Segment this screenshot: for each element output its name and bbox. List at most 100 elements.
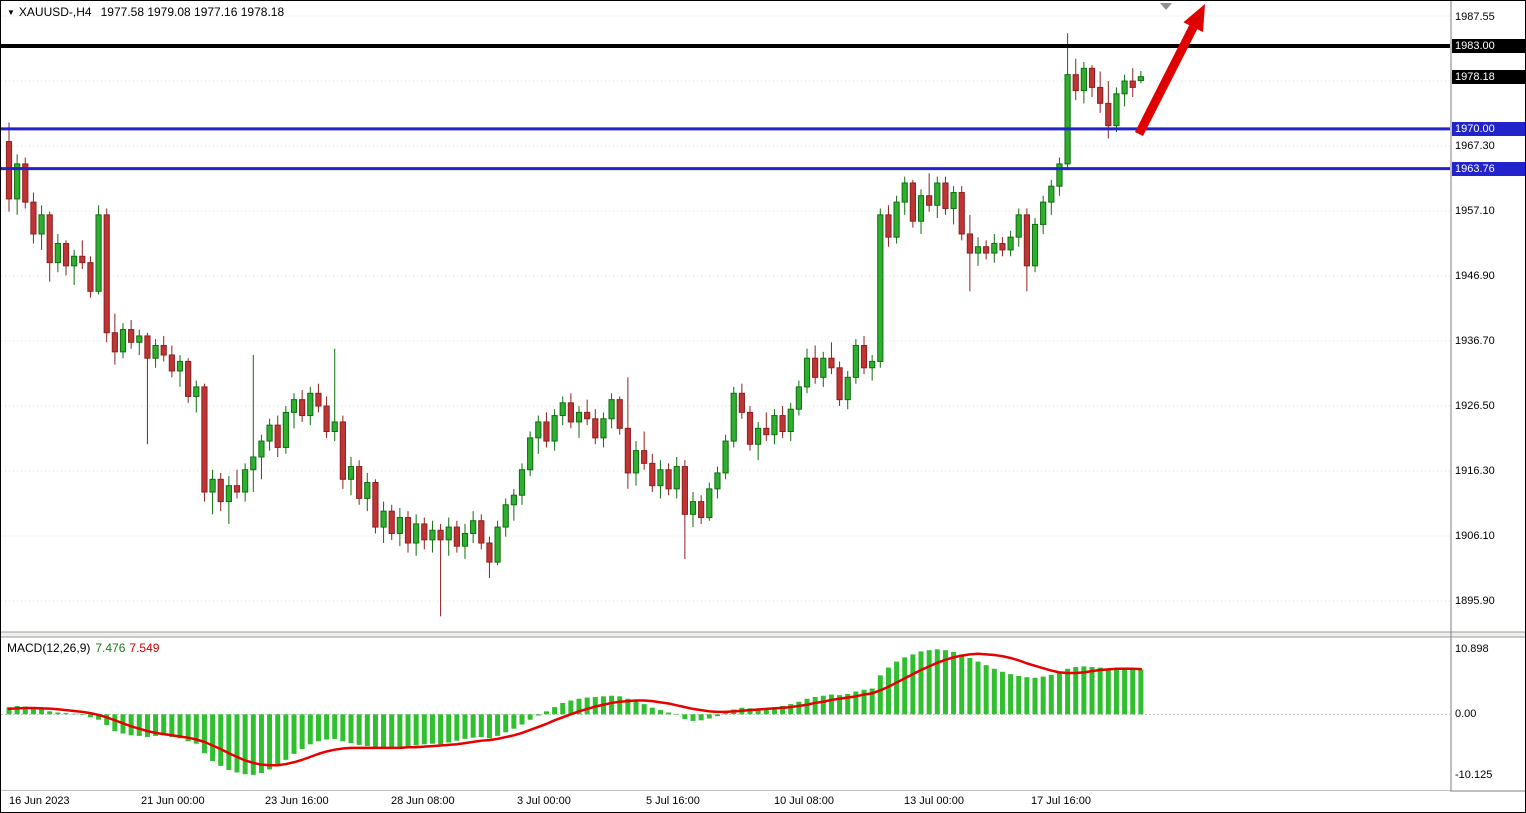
- candle-body: [168, 354, 175, 372]
- price-axis-label: 1983.00: [1452, 39, 1525, 53]
- candle-body: [844, 376, 851, 401]
- candle-body: [828, 357, 835, 369]
- candle-body: [323, 405, 330, 433]
- candle-body: [225, 485, 232, 503]
- candle-body: [413, 523, 420, 544]
- macd-indicator-label: MACD(12,26,9) 7.476 7.549: [7, 641, 159, 655]
- candle-body: [787, 408, 794, 433]
- price-axis-label: 1936.70: [1455, 335, 1495, 347]
- candle-body: [38, 214, 45, 235]
- price-axis-label: 1906.10: [1455, 530, 1495, 542]
- candle-body: [722, 440, 729, 474]
- candle-body: [87, 262, 94, 292]
- price-axis-label: 1970.00: [1452, 122, 1525, 136]
- candle-body: [201, 386, 208, 493]
- candle-body: [893, 201, 900, 238]
- candle-body: [1097, 86, 1104, 104]
- candle-body: [62, 243, 70, 267]
- trend-arrow-annotation[interactable]: [1134, 4, 1205, 137]
- chart-shift-marker[interactable]: [1160, 3, 1172, 10]
- candle-body: [331, 421, 338, 433]
- candle-body: [453, 526, 460, 547]
- candle-body: [901, 182, 908, 203]
- candle-body: [1072, 74, 1079, 92]
- candle-body: [649, 462, 656, 487]
- price-gridlines: [1, 15, 1450, 602]
- candle-body: [176, 360, 184, 372]
- price-axis-label: 1978.18: [1452, 70, 1525, 84]
- candle-body: [233, 485, 241, 493]
- price-axis-label: 1967.30: [1455, 140, 1495, 152]
- candle-body: [136, 335, 143, 343]
- arrow-head: [1183, 4, 1205, 33]
- candle-body: [185, 360, 192, 397]
- candle-body: [1129, 80, 1136, 88]
- candle-body: [266, 424, 273, 442]
- candle-body: [527, 437, 534, 471]
- candle-body: [46, 214, 53, 264]
- panel-frames: [1, 1, 1525, 792]
- candle-body: [95, 214, 102, 292]
- candle-body: [494, 526, 501, 563]
- candle-body: [470, 520, 477, 534]
- candle-body: [1088, 67, 1096, 88]
- price-axis-label: 1987.55: [1455, 11, 1495, 23]
- candle-body: [5, 141, 13, 200]
- candle-body: [486, 542, 493, 563]
- price-axis-label: 1895.90: [1455, 595, 1495, 607]
- candle-body: [991, 243, 998, 254]
- candle-body: [396, 517, 403, 534]
- candle-body: [836, 367, 843, 401]
- price-axis-label: 1963.76: [1452, 162, 1525, 176]
- candle-body: [559, 402, 566, 417]
- candle-body: [1023, 214, 1030, 267]
- candle-body: [79, 255, 86, 264]
- candle-body: [510, 494, 517, 506]
- candle-body: [730, 392, 737, 442]
- candle-body: [779, 415, 786, 433]
- candle-body: [926, 195, 933, 206]
- candle-body: [1048, 185, 1055, 203]
- candle-body: [698, 501, 705, 519]
- candle-body: [160, 344, 167, 356]
- time-axis-label: 21 Jun 00:00: [141, 795, 205, 807]
- candle-body: [600, 418, 607, 439]
- candle-body: [592, 418, 599, 439]
- candle-body: [1015, 214, 1022, 238]
- time-axis[interactable]: 16 Jun 2023 21 Jun 00:00 23 Jun 16:00 28 Ju…: [1, 791, 1450, 812]
- time-axis-label: 5 Jul 16:00: [646, 795, 700, 807]
- macd-signal-value: 7.549: [129, 641, 160, 655]
- candle-body: [958, 192, 965, 235]
- candle-body: [1080, 67, 1087, 92]
- macd-axis-label: 0.00: [1455, 708, 1477, 720]
- price-axis-label: 1946.90: [1455, 270, 1495, 282]
- price-axis-label: 1926.50: [1455, 400, 1495, 412]
- candle-body: [111, 332, 118, 353]
- candle-body: [1007, 236, 1014, 251]
- candle-body: [673, 466, 680, 490]
- candle-body: [54, 243, 61, 264]
- window-menu-icon[interactable]: ▼: [7, 7, 15, 17]
- candle-body: [942, 182, 949, 209]
- candle-body: [30, 201, 37, 235]
- candle-body: [665, 469, 672, 490]
- candle-body: [983, 246, 990, 254]
- time-axis-label: 3 Jul 00:00: [517, 795, 571, 807]
- candle-body: [290, 399, 298, 413]
- candle-body: [535, 421, 542, 439]
- macd-signal-line: [7, 652, 1143, 767]
- horizontal-line-objects[interactable]: [1, 43, 1450, 171]
- candle-body: [657, 469, 664, 487]
- candle-body: [1040, 201, 1047, 225]
- macd-histogram: [6, 649, 1144, 775]
- candle-body: [144, 335, 151, 359]
- candle-body: [217, 478, 224, 503]
- candle-body: [429, 529, 436, 541]
- candle-body: [119, 329, 127, 353]
- candle-body: [934, 182, 941, 206]
- candle-body: [274, 424, 281, 448]
- price-axis[interactable]: 1987.551983.001977.501978.181970.001967.…: [1452, 1, 1525, 791]
- time-axis-label: 13 Jul 00:00: [904, 795, 964, 807]
